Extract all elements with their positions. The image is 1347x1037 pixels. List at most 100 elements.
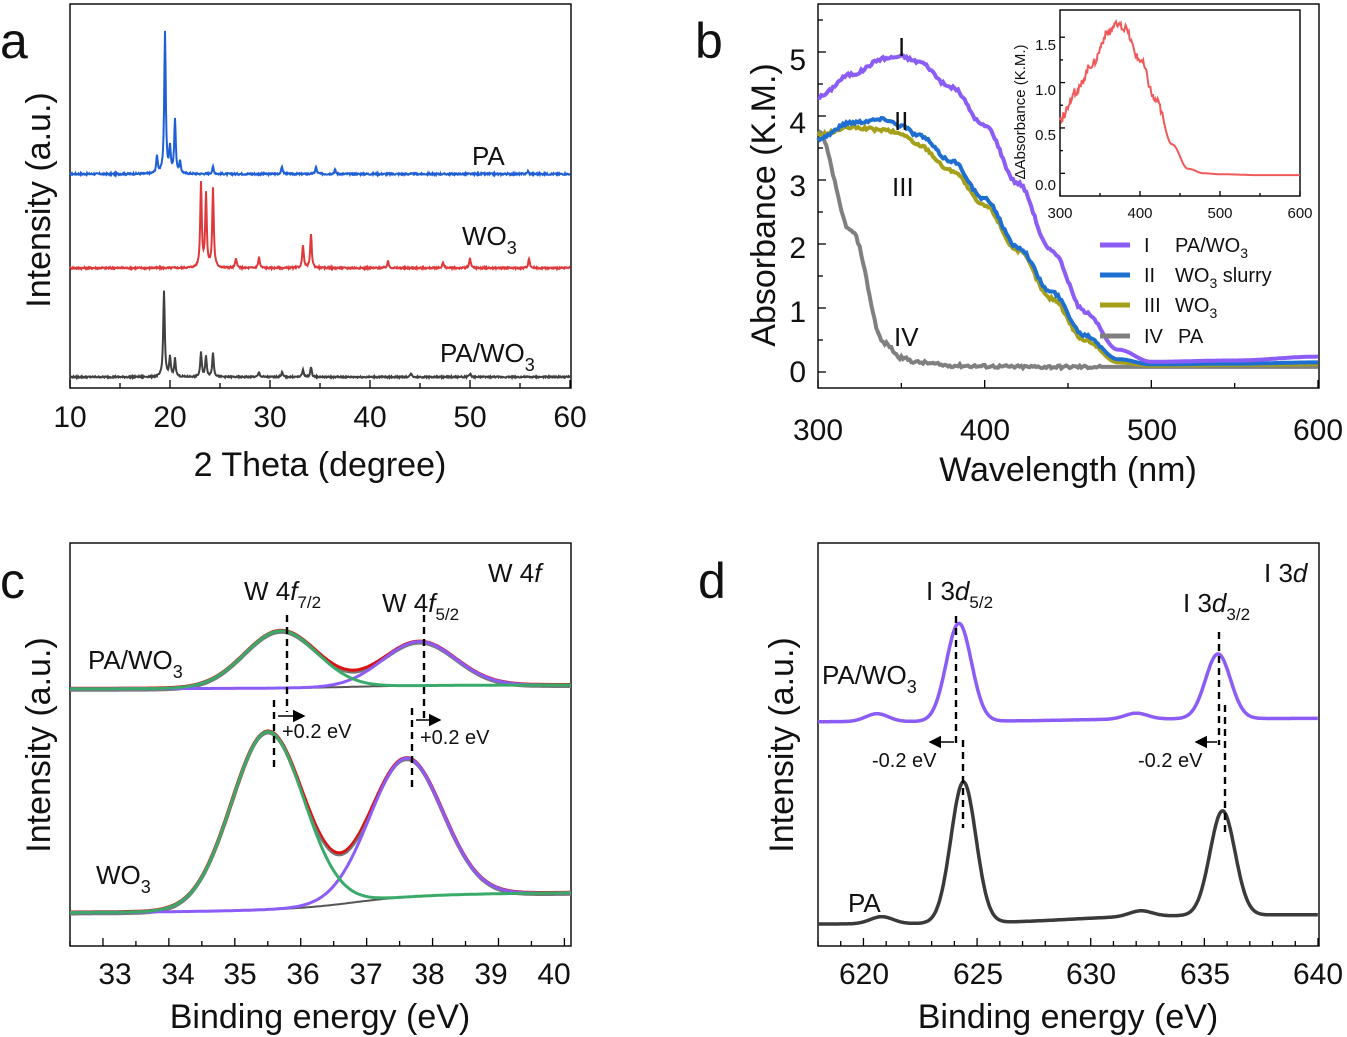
b-y-axis-title: Absorbance (K.M.) — [745, 63, 783, 346]
b-label-iii: III — [892, 172, 914, 202]
panel-c-frame — [69, 542, 572, 947]
legend-iii-text: WO3 — [1175, 295, 1217, 321]
d-peak1-label: I 3d5/2 — [926, 576, 993, 612]
legend-i-num: I — [1144, 235, 1150, 257]
d-xtick-label: 640 — [1293, 958, 1343, 991]
c-y-axis-title: Intensity (a.u.) — [20, 637, 58, 852]
panel-d-curves — [818, 621, 1318, 926]
d-shift2-label: -0.2 eV — [1138, 750, 1203, 772]
panel-b-curves — [816, 53, 1318, 372]
a-x-axis-title: 2 Theta (degree) — [194, 446, 447, 484]
panel-d: d 620 625 630 635 640 Binding energy (eV… — [698, 542, 1343, 1036]
panel-b-ticks — [817, 19, 1319, 388]
c-xtick-label: 40 — [537, 958, 570, 991]
b-xtick-label: 600 — [1293, 414, 1343, 447]
d-xtick-label: 620 — [839, 958, 889, 991]
inset-xtick-label: 400 — [1127, 205, 1152, 222]
d-y-axis-title: Intensity (a.u.) — [763, 637, 801, 852]
a-series-pa — [69, 30, 571, 179]
a-series-wo3 — [69, 181, 571, 272]
a-xtick-label: 60 — [553, 401, 586, 434]
d-xtick-label: 630 — [1066, 958, 1116, 991]
panel-c-letter: c — [0, 553, 25, 609]
c-x-axis-title: Binding energy (eV) — [170, 998, 471, 1036]
inset-y-axis-title: ΔAbsorbance (K.M.) — [1012, 44, 1029, 179]
inset-frame — [1059, 9, 1301, 197]
a-label-wo3: WO3 — [462, 221, 517, 258]
panel-a: a 10 20 30 40 50 60 2 Theta (degree) Int… — [0, 3, 587, 484]
c-label-pawo3: PA/WO3 — [88, 645, 183, 682]
panel-d-letter: d — [698, 553, 726, 609]
panel-c: c 33 34 35 36 37 38 39 40 Binding energy… — [0, 542, 572, 1036]
c-xtick-label: 38 — [411, 958, 444, 991]
d-series-pa — [818, 780, 1318, 926]
d-label-pawo3: PA/WO3 — [822, 660, 917, 697]
c-xtick-label: 39 — [474, 958, 507, 991]
b-inset: 300 400 500 600 0.0 0.5 1.0 1.5 ΔAbsorba… — [1012, 9, 1313, 222]
inset-series — [1059, 18, 1300, 177]
d-shift1-label: -0.2 eV — [872, 750, 937, 772]
d-title: I 3d — [1264, 558, 1309, 588]
legend-iv-text: PA — [1178, 326, 1204, 348]
panel-a-x-ticks — [69, 380, 571, 388]
b-ytick-label: 0 — [789, 356, 806, 389]
a-series-pawo3 — [69, 290, 571, 381]
a-xtick-label: 20 — [153, 401, 186, 434]
panel-d-ticks — [817, 938, 1319, 946]
d-peak2-label: I 3d3/2 — [1183, 588, 1250, 624]
inset-ytick-label: 1.0 — [1035, 82, 1056, 99]
b-label-i: I — [898, 32, 905, 62]
b-series-ii — [816, 115, 1318, 367]
a-xtick-label: 10 — [53, 401, 86, 434]
legend-i-text: PA/WO3 — [1175, 235, 1248, 261]
a-xtick-label: 30 — [253, 401, 286, 434]
c-title: W 4f — [488, 558, 544, 588]
legend-iii-num: III — [1144, 295, 1161, 317]
b-ytick-label: 2 — [789, 232, 806, 265]
legend-ii-num: II — [1144, 265, 1155, 287]
c-xtick-label: 37 — [349, 958, 382, 991]
a-label-pawo3: PA/WO3 — [440, 338, 535, 375]
legend-ii-text: WO3 slurry — [1175, 265, 1272, 291]
d-xtick-label: 635 — [1180, 958, 1230, 991]
a-xtick-label: 50 — [453, 401, 486, 434]
b-xtick-label: 300 — [793, 414, 843, 447]
inset-ytick-label: 0.5 — [1035, 127, 1056, 144]
b-label-iv: IV — [894, 322, 919, 352]
inset-curve — [1059, 18, 1300, 177]
d-series-pawo3 — [818, 621, 1318, 724]
c-peak1-label: W 4f7/2 — [244, 576, 321, 612]
b-legend: I PA/WO3 II WO3 slurry III WO3 IV PA — [1100, 235, 1272, 348]
d-x-axis-title: Binding energy (eV) — [918, 998, 1219, 1036]
b-xtick-label: 500 — [1127, 414, 1177, 447]
panel-a-frame — [69, 3, 572, 389]
panel-b: b 300 400 500 600 0 1 2 3 4 5 Wavelength… — [695, 3, 1343, 489]
b-label-ii: II — [894, 106, 908, 136]
inset-ytick-label: 0.0 — [1035, 177, 1056, 194]
b-x-axis-title: Wavelength (nm) — [939, 451, 1197, 489]
b-xtick-label: 400 — [960, 414, 1010, 447]
inset-xtick-label: 600 — [1287, 205, 1312, 222]
c-shift1-label: +0.2 eV — [282, 721, 352, 743]
c-wo3-fit-f72 — [70, 729, 571, 914]
c-peak2-label: W 4f5/2 — [382, 588, 459, 624]
a-y-axis-title: Intensity (a.u.) — [20, 92, 58, 307]
b-series-i — [817, 53, 1318, 364]
d-label-pa: PA — [848, 888, 881, 918]
panel-b-letter: b — [695, 13, 723, 69]
b-ytick-label: 5 — [789, 44, 806, 77]
inset-xtick-label: 500 — [1207, 205, 1232, 222]
inset-ticks — [1059, 36, 1301, 196]
b-ytick-label: 1 — [789, 296, 806, 329]
a-label-pa: PA — [472, 141, 505, 171]
panel-a-curves — [69, 30, 571, 381]
c-xtick-label: 35 — [223, 958, 256, 991]
panel-c-curves — [70, 628, 571, 916]
legend-iv-num: IV — [1144, 326, 1164, 348]
b-ytick-label: 4 — [789, 107, 806, 140]
inset-ytick-label: 1.5 — [1035, 37, 1056, 54]
inset-xtick-label: 300 — [1047, 205, 1072, 222]
panel-a-letter: a — [0, 13, 28, 69]
panel-c-ticks — [69, 938, 566, 946]
